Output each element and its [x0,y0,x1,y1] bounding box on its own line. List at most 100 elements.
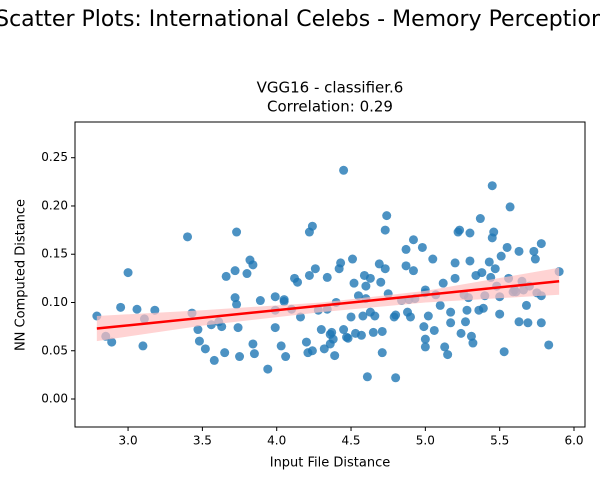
scatter-point [382,211,392,221]
scatter-point [462,305,472,315]
scatter-point [220,348,230,358]
scatter-point [310,264,320,274]
scatter-point [232,299,242,309]
scatter-point [450,273,460,283]
scatter-point [376,277,386,287]
scatter-point [446,318,456,328]
scatter-point [477,268,487,278]
scatter-point [514,317,524,327]
scatter-point [346,312,356,322]
scatter-point [465,256,475,266]
scatter-point [270,323,280,333]
chart-title: VGG16 - classifier.6 [257,79,404,97]
scatter-point [200,344,210,354]
scatter-point [450,258,460,268]
y-tick-label: 0.20 [41,198,68,212]
scatter-point [339,165,349,175]
scatter-point [446,307,456,317]
scatter-point [209,355,219,365]
regression-line [96,280,560,330]
y-tick-label: 0.25 [41,150,68,164]
suptitle: Scatter Plots: International Celebs - Me… [0,7,600,32]
scatter-point [380,264,390,274]
scatter-point [502,242,512,252]
scatter-point [435,300,445,310]
y-tick-label: 0.15 [41,247,68,261]
scatter-point [420,334,430,344]
scatter-point [248,260,258,270]
x-tick-label: 5.0 [416,434,435,448]
scatter-point [183,232,193,242]
scatter-point [428,254,438,264]
scatter-point [336,258,346,268]
scatter-point [194,336,204,346]
scatter-point [362,372,372,382]
x-axis-label: Input File Distance [270,456,391,471]
scatter-point [263,364,273,374]
scatter-point [490,264,500,274]
scatter-point [505,202,515,212]
scatter-point [521,300,531,310]
y-tick-label: 0.10 [41,295,68,309]
scatter-point [438,278,448,288]
scatter-point [116,302,126,312]
y-axis-label: NN Computed Distance [14,199,29,351]
scatter-point [193,325,203,335]
scatter-point [440,342,450,352]
scatter-point [353,291,363,301]
scatter-point [123,268,133,278]
scatter-point [221,271,231,281]
scatter-point [322,272,332,282]
scatter-point [374,259,384,269]
scatter-point [107,337,117,347]
scatter-point [319,344,329,354]
scatter-point [281,352,291,362]
scatter-point [429,325,439,335]
scatter-point [348,254,358,264]
scatter-point [358,311,368,321]
scatter-point [536,318,546,328]
scatter-point [304,270,314,280]
scatter-point [316,325,326,335]
scatter-point [456,328,466,338]
scatter-point [391,310,401,320]
scatter-point [544,340,554,350]
scatter-point [248,339,258,349]
plot-frame [74,121,586,428]
scatter-point [328,334,338,344]
scatter-point [391,373,401,383]
scatter-point [495,309,505,319]
scatter-point [370,311,380,321]
scatter-point [401,261,411,271]
scatter-point [443,350,453,360]
scatter-point [235,352,245,362]
scatter-point [408,235,418,245]
scatter-point [419,322,429,332]
scatter-point [529,246,539,256]
scatter-point [536,239,546,249]
scatter-point [368,327,378,337]
scatter-point [405,312,415,322]
scatter-point [301,337,311,347]
scatter-point [530,254,540,264]
scatter-point [233,323,243,333]
scatter-point [478,303,488,313]
scatter-point [401,244,411,254]
scatter-point [377,326,387,336]
scatter-point [230,266,240,276]
scatter-point [365,273,375,283]
scatter-point [455,225,465,235]
x-tick-label: 4.5 [341,434,360,448]
scatter-point [339,325,349,335]
scatter-point [270,292,280,302]
scatter-point [475,214,485,224]
scatter-point [138,341,148,351]
scatter-point [496,251,506,261]
scatter-point [150,305,160,315]
scatter-point [466,331,476,341]
scatter-point [132,304,142,314]
scatter-point [487,181,497,191]
x-tick-label: 5.5 [490,434,509,448]
scatter-point [523,318,533,328]
scatter-point [489,227,499,237]
